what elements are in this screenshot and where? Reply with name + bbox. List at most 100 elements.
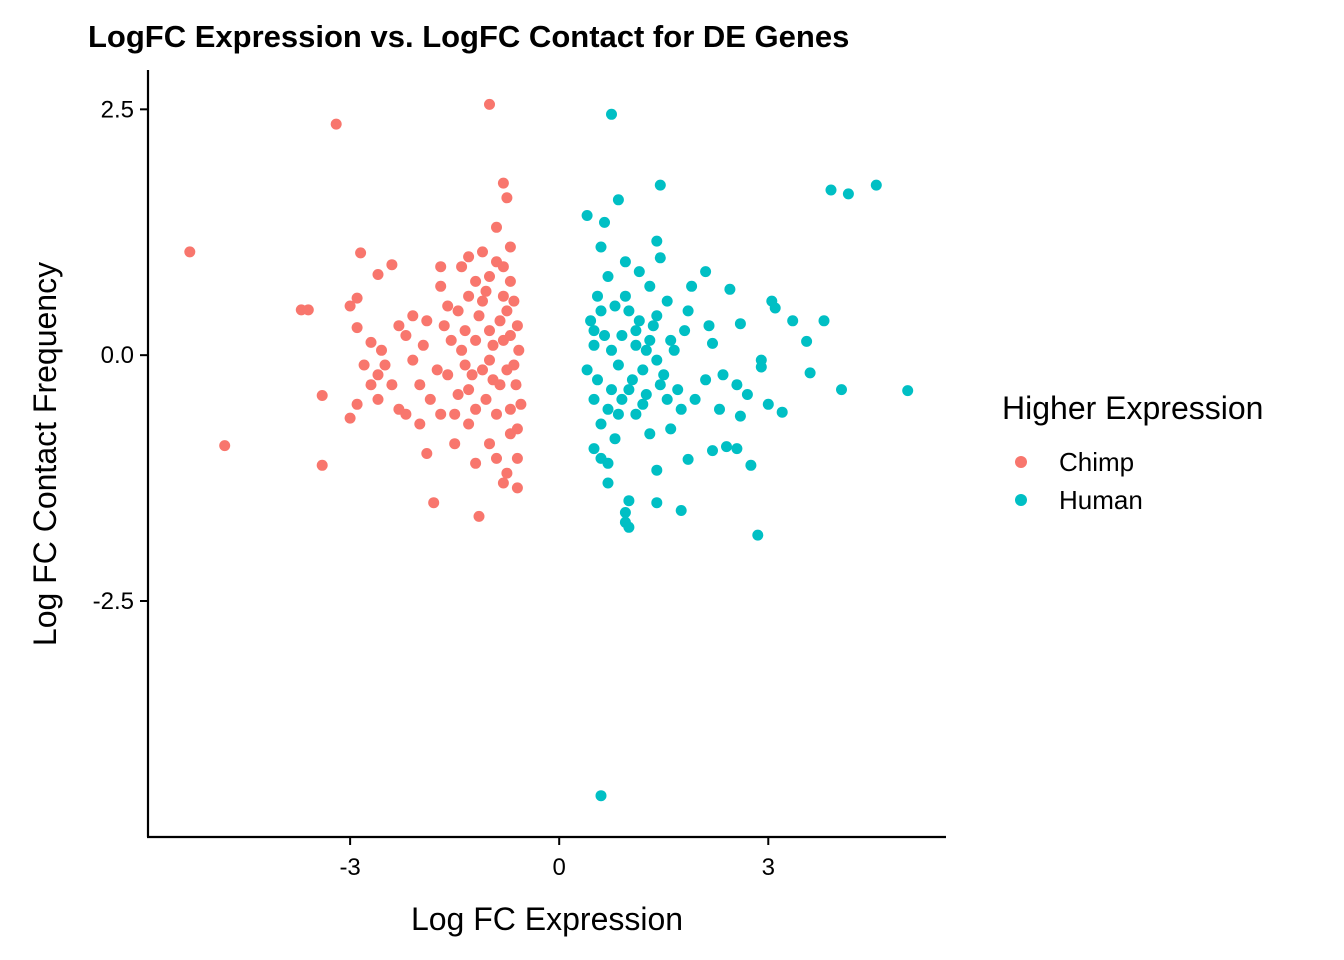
point-human-28 bbox=[787, 315, 799, 327]
point-chimp-92 bbox=[452, 305, 464, 317]
point-human-101 bbox=[637, 398, 649, 410]
point-chimp-47 bbox=[435, 408, 447, 420]
point-human-53 bbox=[665, 423, 677, 435]
point-human-98 bbox=[619, 290, 631, 302]
point-chimp-98 bbox=[501, 364, 513, 376]
point-chimp-78 bbox=[497, 290, 509, 302]
point-human-99 bbox=[623, 384, 635, 396]
point-human-55 bbox=[588, 443, 600, 455]
point-chimp-55 bbox=[470, 275, 482, 287]
point-chimp-46 bbox=[414, 418, 426, 430]
point-chimp-83 bbox=[477, 364, 488, 376]
point-human-10 bbox=[595, 790, 607, 802]
point-human-47 bbox=[741, 389, 753, 400]
point-human-100 bbox=[630, 325, 642, 337]
point-human-60 bbox=[640, 389, 652, 400]
point-human-80 bbox=[637, 364, 649, 376]
point-chimp-41 bbox=[407, 354, 419, 366]
point-chimp-62 bbox=[376, 344, 387, 356]
point-human-7 bbox=[595, 241, 607, 253]
point-human-35 bbox=[804, 367, 816, 379]
point-chimp-3 bbox=[219, 440, 231, 452]
point-chimp-43 bbox=[442, 369, 454, 381]
point-chimp-0 bbox=[484, 98, 495, 110]
point-chimp-33 bbox=[504, 241, 516, 253]
point-human-13 bbox=[619, 516, 631, 528]
point-human-97 bbox=[612, 408, 624, 420]
point-chimp-99 bbox=[504, 330, 516, 341]
point-chimp-29 bbox=[477, 246, 488, 258]
point-human-45 bbox=[717, 369, 729, 381]
point-chimp-54 bbox=[463, 290, 475, 302]
point-chimp-42 bbox=[421, 315, 433, 327]
point-chimp-76 bbox=[491, 408, 502, 420]
point-human-6 bbox=[599, 216, 610, 228]
point-human-19 bbox=[651, 464, 663, 476]
point-chimp-18 bbox=[393, 320, 405, 332]
point-chimp-85 bbox=[508, 295, 520, 307]
point-chimp-49 bbox=[463, 418, 475, 430]
x-axis-title: Log FC Expression bbox=[411, 901, 683, 937]
point-chimp-100 bbox=[510, 379, 522, 391]
legend-label-human: Human bbox=[1059, 485, 1143, 515]
point-chimp-1 bbox=[330, 118, 342, 130]
y-tick-label: 2.5 bbox=[101, 96, 134, 123]
point-human-65 bbox=[644, 280, 656, 292]
x-tick-label: 0 bbox=[553, 854, 566, 881]
point-human-44 bbox=[707, 337, 718, 349]
point-chimp-36 bbox=[497, 477, 509, 489]
point-human-29 bbox=[801, 335, 813, 347]
point-human-16 bbox=[675, 505, 687, 516]
point-human-71 bbox=[588, 339, 600, 351]
point-human-91 bbox=[640, 344, 652, 356]
point-chimp-39 bbox=[379, 359, 391, 371]
point-human-68 bbox=[602, 271, 614, 282]
y-tick-label: 0.0 bbox=[101, 342, 134, 369]
legend-key-human bbox=[1015, 494, 1027, 506]
point-human-4 bbox=[612, 194, 624, 206]
point-chimp-44 bbox=[400, 330, 412, 341]
point-chimp-58 bbox=[504, 275, 516, 287]
point-chimp-61 bbox=[365, 379, 377, 391]
point-chimp-88 bbox=[417, 339, 429, 351]
x-tick-label: -3 bbox=[339, 854, 360, 881]
point-chimp-38 bbox=[511, 452, 523, 464]
point-human-59 bbox=[630, 408, 642, 420]
point-human-69 bbox=[592, 290, 603, 302]
point-chimp-97 bbox=[494, 315, 506, 327]
point-chimp-74 bbox=[511, 320, 523, 332]
point-human-51 bbox=[689, 393, 701, 405]
point-chimp-15 bbox=[344, 412, 356, 424]
point-chimp-67 bbox=[466, 369, 478, 381]
point-human-5 bbox=[581, 210, 593, 221]
point-chimp-70 bbox=[487, 339, 499, 351]
point-chimp-21 bbox=[428, 497, 440, 509]
point-chimp-59 bbox=[372, 393, 384, 405]
point-chimp-63 bbox=[424, 393, 436, 405]
point-chimp-27 bbox=[473, 510, 485, 522]
point-human-82 bbox=[654, 379, 666, 391]
legend-key-chimp bbox=[1015, 456, 1027, 468]
point-chimp-40 bbox=[393, 403, 405, 415]
point-human-46 bbox=[731, 379, 743, 391]
point-chimp-26 bbox=[470, 457, 482, 469]
y-axis-title: Log FC Contact Frequency bbox=[27, 262, 63, 646]
x-tick-label: 3 bbox=[762, 854, 775, 881]
point-chimp-6 bbox=[302, 304, 314, 316]
point-human-3 bbox=[842, 188, 854, 200]
point-chimp-60 bbox=[358, 359, 370, 371]
point-chimp-86 bbox=[511, 423, 523, 435]
point-chimp-81 bbox=[504, 403, 516, 415]
point-chimp-68 bbox=[473, 310, 485, 322]
point-chimp-50 bbox=[484, 438, 495, 450]
point-human-85 bbox=[599, 330, 610, 341]
point-chimp-35 bbox=[501, 467, 513, 479]
point-human-36 bbox=[776, 406, 788, 418]
point-chimp-24 bbox=[435, 261, 447, 273]
point-chimp-95 bbox=[480, 285, 492, 297]
legend-title: Higher Expression bbox=[1002, 390, 1263, 426]
legend: Higher Expression Chimp Human bbox=[1002, 390, 1263, 515]
point-human-42 bbox=[682, 305, 694, 317]
point-chimp-66 bbox=[459, 325, 471, 337]
